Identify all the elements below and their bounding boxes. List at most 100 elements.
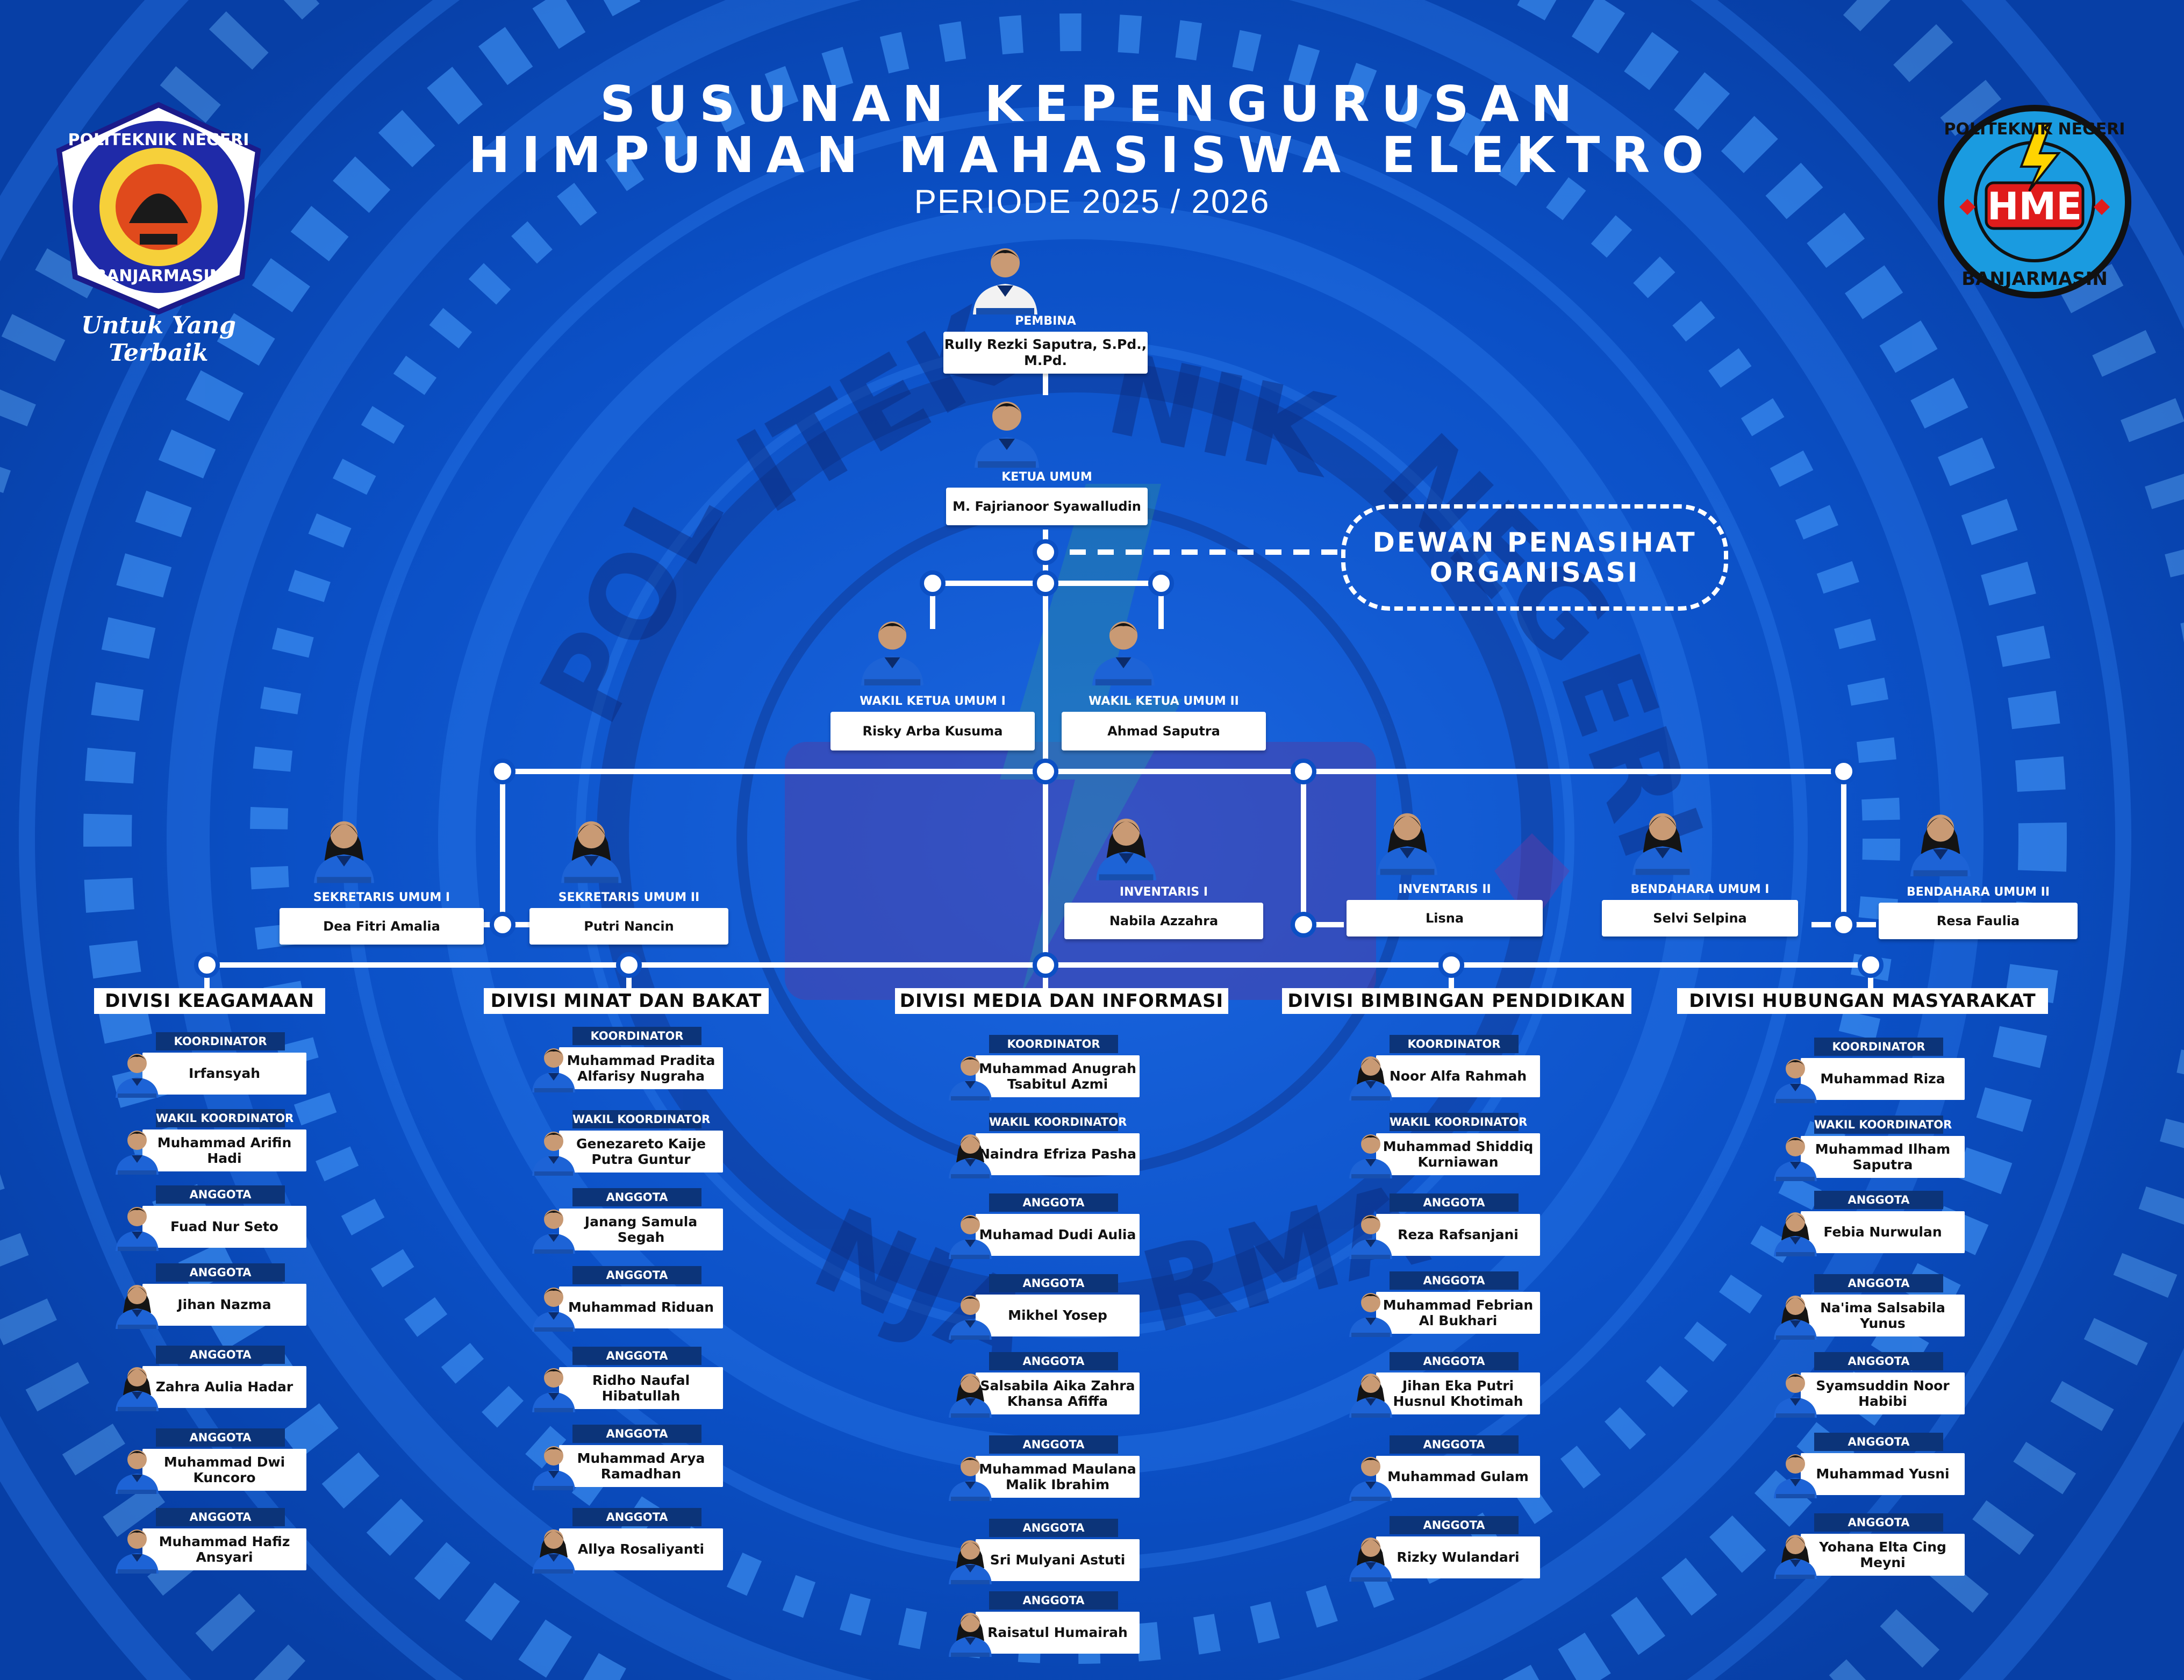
pembina-role: PEMBINA bbox=[1015, 314, 1076, 328]
leader-sek2: SEKRETARIS UMUM II Putri Nancin bbox=[529, 806, 728, 949]
member-name-box: Muhammad Riza bbox=[1801, 1058, 1965, 1100]
member-card: ANGGOTA Janang Samula Segah bbox=[527, 1188, 726, 1258]
member-role-tag: ANGGOTA bbox=[989, 1519, 1118, 1537]
member-name-box: Noor Alfa Rahmah bbox=[1376, 1055, 1540, 1097]
member-name-box: Jihan Nazma bbox=[142, 1284, 306, 1326]
person-photo bbox=[1910, 814, 1971, 876]
member-card: ANGGOTA Fuad Nur Seto bbox=[110, 1185, 309, 1255]
member-role-tag: ANGGOTA bbox=[989, 1435, 1118, 1454]
division-title-2: DIVISI MINAT DAN BAKAT bbox=[484, 988, 769, 1014]
person-photo bbox=[1774, 1137, 1817, 1181]
svg-text:POLITEKNIK NEGERI: POLITEKNIK NEGERI bbox=[1944, 120, 2125, 139]
member-role-tag: ANGGOTA bbox=[1814, 1352, 1943, 1370]
hme-logo: HME POLITEKNIK NEGERI BANJARMASIN bbox=[1938, 105, 2131, 298]
member-role-tag: KOORDINATOR bbox=[156, 1032, 285, 1050]
leader-pembina: PEMBINA Rully Rezki Saputra, S.Pd., M.Pd. bbox=[943, 234, 1148, 374]
person-photo bbox=[1774, 1059, 1817, 1103]
division-title-3: DIVISI MEDIA DAN INFORMASI bbox=[895, 988, 1228, 1014]
ben2-role: BENDAHARA UMUM II bbox=[1906, 885, 2050, 899]
person-photo bbox=[949, 1296, 992, 1340]
sek1-role: SEKRETARIS UMUM I bbox=[313, 891, 450, 904]
person-photo bbox=[532, 1210, 575, 1254]
svg-text:BANJARMASIN: BANJARMASIN bbox=[1961, 268, 2108, 290]
member-card: ANGGOTA Sri Mulyani Astuti bbox=[943, 1519, 1142, 1589]
member-card: ANGGOTA Na'ima Salsabila Yunus bbox=[1768, 1274, 1967, 1344]
person-photo bbox=[1349, 1293, 1392, 1337]
member-name-box: Na'ima Salsabila Yunus bbox=[1801, 1295, 1965, 1336]
member-name-box: Muhammad Maulana Malik Ibrahim bbox=[976, 1456, 1140, 1498]
person-photo bbox=[561, 821, 621, 883]
wakil1-role: WAKIL KETUA UMUM I bbox=[860, 695, 1006, 708]
member-name-box: Allya Rosaliyanti bbox=[559, 1528, 723, 1570]
member-role-tag: ANGGOTA bbox=[156, 1263, 285, 1282]
member-name-box: Irfansyah bbox=[142, 1053, 306, 1095]
inv2-role: INVENTARIS II bbox=[1398, 883, 1491, 896]
person-photo bbox=[532, 1048, 575, 1092]
member-name-box: Muhammad Riduan bbox=[559, 1286, 723, 1328]
person-photo bbox=[116, 1529, 159, 1574]
member-name-box: Muhammad Ilham Saputra bbox=[1801, 1136, 1965, 1178]
person-photo bbox=[1774, 1212, 1817, 1256]
ben2-name-box: Resa Faulia bbox=[1879, 903, 2078, 939]
member-name-box: Ridho Naufal Hibatullah bbox=[559, 1367, 723, 1409]
member-card: ANGGOTA Ridho Naufal Hibatullah bbox=[527, 1347, 726, 1417]
poliban-logo: POLITEKNIK NEGERI BANJARMASIN bbox=[56, 102, 261, 314]
inv1-role: INVENTARIS I bbox=[1119, 885, 1208, 899]
member-card: ANGGOTA Yohana Elta Cing Meyni bbox=[1768, 1513, 1967, 1583]
ben1-name-box: Selvi Selpina bbox=[1602, 900, 1798, 936]
person-photo bbox=[1096, 818, 1156, 881]
period-label: PERIODE 2025 / 2026 bbox=[914, 183, 1270, 220]
person-photo bbox=[1632, 813, 1693, 875]
person-photo bbox=[1349, 1538, 1392, 1582]
logo-tagline: Untuk Yang Terbaik bbox=[81, 312, 236, 367]
person-photo bbox=[1377, 813, 1437, 875]
division-title-4: DIVISI BIMBINGAN PENDIDIKAN bbox=[1282, 988, 1631, 1014]
member-role-tag: ANGGOTA bbox=[1390, 1271, 1519, 1290]
person-photo bbox=[1349, 1056, 1392, 1100]
member-name-box: Muhammad Febrian Al Bukhari bbox=[1376, 1292, 1540, 1334]
member-name-box: Fuad Nur Seto bbox=[142, 1206, 306, 1248]
member-name-box: Sri Mulyani Astuti bbox=[976, 1539, 1140, 1581]
member-card: ANGGOTA Salsabila Aika Zahra Khansa Afiff… bbox=[943, 1352, 1142, 1422]
member-card: WAKIL KOORDINATOR Naindra Efriza Pasha bbox=[943, 1113, 1142, 1183]
member-card: ANGGOTA Muhammad Riduan bbox=[527, 1266, 726, 1336]
member-name-box: Muhammad Yusni bbox=[1801, 1453, 1965, 1495]
member-name-box: Genezareto Kaije Putra Guntur bbox=[559, 1131, 723, 1173]
member-role-tag: ANGGOTA bbox=[1814, 1513, 1943, 1532]
member-role-tag: WAKIL KOORDINATOR bbox=[572, 1110, 710, 1128]
svg-text:POLITEKNIK NEGERI: POLITEKNIK NEGERI bbox=[68, 131, 249, 149]
person-photo bbox=[861, 621, 923, 685]
person-photo bbox=[973, 248, 1037, 314]
person-photo bbox=[1774, 1454, 1817, 1498]
person-photo bbox=[532, 1288, 575, 1332]
member-card: ANGGOTA Rizky Wulandari bbox=[1344, 1516, 1543, 1586]
member-role-tag: ANGGOTA bbox=[989, 1591, 1118, 1610]
member-name-box: Muhammad Arifin Hadi bbox=[142, 1129, 306, 1171]
person-photo bbox=[116, 1207, 159, 1251]
member-name-box: Muhammad Anugrah Tsabitul Azmi bbox=[976, 1055, 1140, 1097]
person-photo bbox=[532, 1529, 575, 1574]
member-card: WAKIL KOORDINATOR Genezareto Kaije Putra … bbox=[527, 1110, 726, 1180]
person-photo bbox=[532, 1132, 575, 1176]
member-name-box: Salsabila Aika Zahra Khansa Afiffa bbox=[976, 1372, 1140, 1414]
member-role-tag: ANGGOTA bbox=[572, 1188, 701, 1206]
person-photo bbox=[116, 1367, 159, 1411]
person-photo bbox=[949, 1134, 992, 1178]
member-name-box: Muhammad Shiddiq Kurniawan bbox=[1376, 1133, 1540, 1175]
member-name-box: Rizky Wulandari bbox=[1376, 1536, 1540, 1578]
person-photo bbox=[949, 1540, 992, 1584]
member-card: ANGGOTA Raisatul Humairah bbox=[943, 1591, 1142, 1661]
member-card: ANGGOTA Syamsuddin Noor Habibi bbox=[1768, 1352, 1967, 1422]
member-role-tag: WAKIL KOORDINATOR bbox=[989, 1113, 1127, 1131]
member-role-tag: KOORDINATOR bbox=[1390, 1035, 1519, 1053]
member-name-box: Muhammad Dwi Kuncoro bbox=[142, 1449, 306, 1491]
person-photo bbox=[1349, 1374, 1392, 1418]
person-photo bbox=[974, 402, 1039, 468]
person-photo bbox=[949, 1056, 992, 1100]
member-card: ANGGOTA Muhammad Gulam bbox=[1344, 1435, 1543, 1505]
dewan-penasihat-box: DEWAN PENASIHAT ORGANISASI bbox=[1341, 504, 1728, 611]
member-role-tag: WAKIL KOORDINATOR bbox=[1814, 1116, 1952, 1134]
member-role-tag: ANGGOTA bbox=[572, 1508, 701, 1526]
member-role-tag: ANGGOTA bbox=[156, 1346, 285, 1364]
